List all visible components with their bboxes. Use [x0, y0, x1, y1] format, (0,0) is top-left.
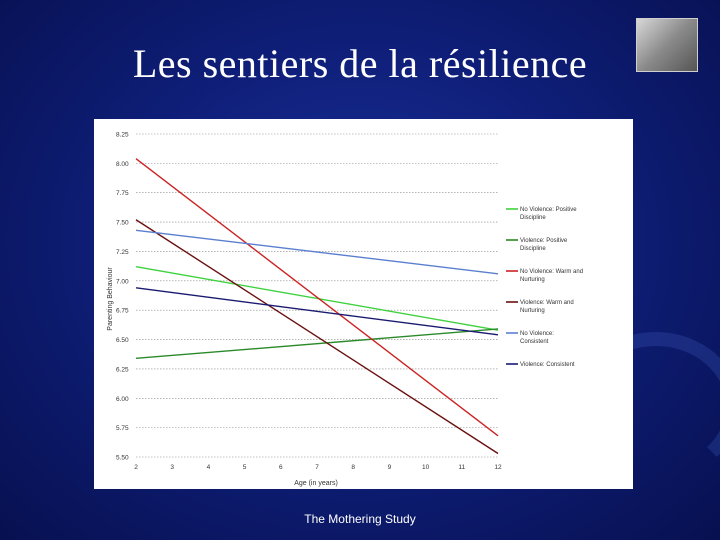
series-line: [135, 219, 499, 455]
footer-text: The Mothering Study: [304, 512, 416, 526]
x-tick-label: 8: [351, 464, 355, 471]
legend-label: No Violence: Positive: [520, 207, 577, 213]
x-tick-label: 4: [207, 464, 211, 471]
series-line: [135, 229, 499, 275]
legend-label: Nurturing: [520, 308, 545, 314]
y-tick-label: 6.25: [116, 366, 129, 373]
series-line: [135, 287, 499, 336]
line-chart: 8.25 8.00 7.75 7.50 7.25 7.00 6.75 6.50 6.25 6.00…: [107, 132, 583, 488]
x-tick-label: 10: [422, 464, 430, 471]
x-tick-label: 12: [494, 464, 502, 471]
y-tick-label: 6.00: [116, 396, 129, 403]
x-tick-label: 11: [458, 464, 465, 471]
y-tick-label: 7.75: [116, 190, 129, 197]
legend-label: Violence: Positive: [520, 238, 568, 244]
legend-label: Consistent: [520, 339, 549, 345]
mother-child-photo: [636, 18, 698, 72]
slide-title: Les sentiers de la résilience: [132, 41, 588, 86]
y-tick-label: 7.00: [116, 278, 129, 285]
x-tick-label: 6: [279, 464, 283, 471]
legend-label: Discipline: [520, 246, 546, 252]
x-tick-label: 9: [388, 464, 392, 471]
series-line: [135, 266, 499, 331]
legend-label: No Violence: Warm and: [520, 269, 583, 275]
y-tick-label: 6.50: [116, 337, 129, 344]
series-line: [135, 328, 499, 360]
y-tick-label: 8.00: [116, 161, 129, 168]
series-line: [135, 158, 499, 437]
y-axis-label: Parenting Behaviour: [107, 267, 114, 331]
x-tick-label: 2: [134, 464, 138, 471]
legend-label: Discipline: [520, 215, 546, 221]
y-tick-label: 5.75: [116, 425, 129, 432]
x-tick-label: 3: [170, 464, 174, 471]
legend-label: Violence: Consistent: [520, 362, 575, 368]
y-tick-label: 8.25: [116, 132, 129, 139]
legend-label: Violence: Warm and: [520, 300, 574, 306]
y-tick-label: 7.25: [116, 249, 129, 256]
legend-label: No Violence:: [520, 331, 554, 337]
y-tick-label: 7.50: [116, 220, 129, 227]
legend-label: Nurturing: [520, 277, 545, 283]
x-tick-label: 7: [315, 464, 319, 471]
y-tick-label: 5.50: [116, 455, 129, 462]
y-tick-label: 6.75: [116, 308, 129, 315]
chart-panel: 8.25 8.00 7.75 7.50 7.25 7.00 6.75 6.50 6.25 6.00…: [94, 119, 633, 489]
x-tick-label: 5: [243, 464, 247, 471]
x-axis-label: Age (in years): [294, 480, 338, 487]
